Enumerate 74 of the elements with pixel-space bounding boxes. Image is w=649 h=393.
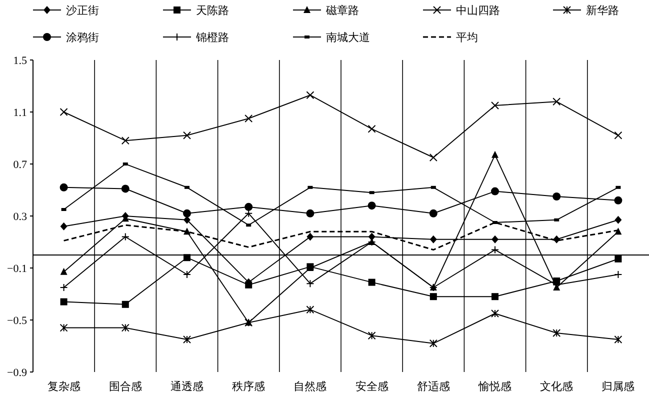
point <box>614 216 622 224</box>
point <box>306 306 314 314</box>
legend-label: 新华路 <box>586 4 619 17</box>
point <box>245 281 252 288</box>
legend-label: 磁章路 <box>325 4 359 17</box>
legend-label: 南城大道 <box>326 31 370 44</box>
point <box>183 336 191 344</box>
point <box>60 298 68 306</box>
point <box>429 209 438 218</box>
point <box>184 186 190 189</box>
point <box>614 228 622 235</box>
y-tick-label: 0.3 <box>13 211 28 223</box>
x-tick-label: 自然感 <box>294 380 327 393</box>
point <box>491 102 499 110</box>
point <box>614 255 622 262</box>
point <box>614 336 622 344</box>
point <box>552 192 561 200</box>
y-tick-label: 1.1 <box>13 107 27 119</box>
x-tick-label: 文化感 <box>540 380 574 393</box>
x-tick-label: 通透感 <box>170 380 204 393</box>
point <box>614 196 622 204</box>
y-tick-label: −0.5 <box>7 315 28 327</box>
point <box>368 278 376 286</box>
x-tick-label: 围合感 <box>108 380 142 393</box>
point <box>60 222 68 230</box>
legend-label: 锦橙路 <box>195 32 229 44</box>
point <box>306 232 314 241</box>
y-tick-label: −0.9 <box>7 367 28 379</box>
legend-label: 沙正街 <box>66 4 99 17</box>
point <box>552 98 561 106</box>
point <box>492 150 498 158</box>
point <box>60 324 68 332</box>
x-tick-label: 安全感 <box>355 380 388 393</box>
point <box>244 202 253 211</box>
point <box>306 91 314 100</box>
point <box>368 124 376 133</box>
point <box>491 310 499 318</box>
point <box>429 339 438 348</box>
x-tick-label: 舒适感 <box>416 380 450 393</box>
x-tick-label: 愉悦感 <box>478 380 512 393</box>
point <box>429 154 438 162</box>
point <box>368 202 376 210</box>
legend-label: 天陈路 <box>196 5 229 17</box>
point <box>121 324 130 332</box>
point <box>614 131 622 140</box>
point <box>430 235 437 244</box>
x-tick-label: 复杂感 <box>47 380 80 393</box>
legend-label: 涂鸦街 <box>66 32 99 44</box>
y-tick-label: −0.1 <box>7 263 27 275</box>
point <box>492 293 498 300</box>
point <box>184 228 190 235</box>
point <box>60 183 68 192</box>
point <box>183 209 191 218</box>
point <box>430 293 437 300</box>
point <box>184 254 190 262</box>
point <box>552 329 561 337</box>
point <box>491 187 499 196</box>
y-tick-label: 0.7 <box>13 159 28 171</box>
y-tick-label: 1.5 <box>13 55 28 67</box>
legend-label: 平均 <box>456 32 478 44</box>
x-tick-label: 秩序感 <box>232 380 266 393</box>
point <box>492 235 498 244</box>
point <box>368 232 376 241</box>
point <box>368 332 376 340</box>
point <box>60 108 68 116</box>
point <box>306 209 314 218</box>
point <box>60 268 68 275</box>
point <box>121 184 130 193</box>
x-tick-label: 归属感 <box>602 380 635 393</box>
point <box>122 300 129 308</box>
point <box>121 136 130 145</box>
legend-label: 中山四路 <box>456 4 500 17</box>
point <box>244 114 253 122</box>
point <box>183 131 191 140</box>
